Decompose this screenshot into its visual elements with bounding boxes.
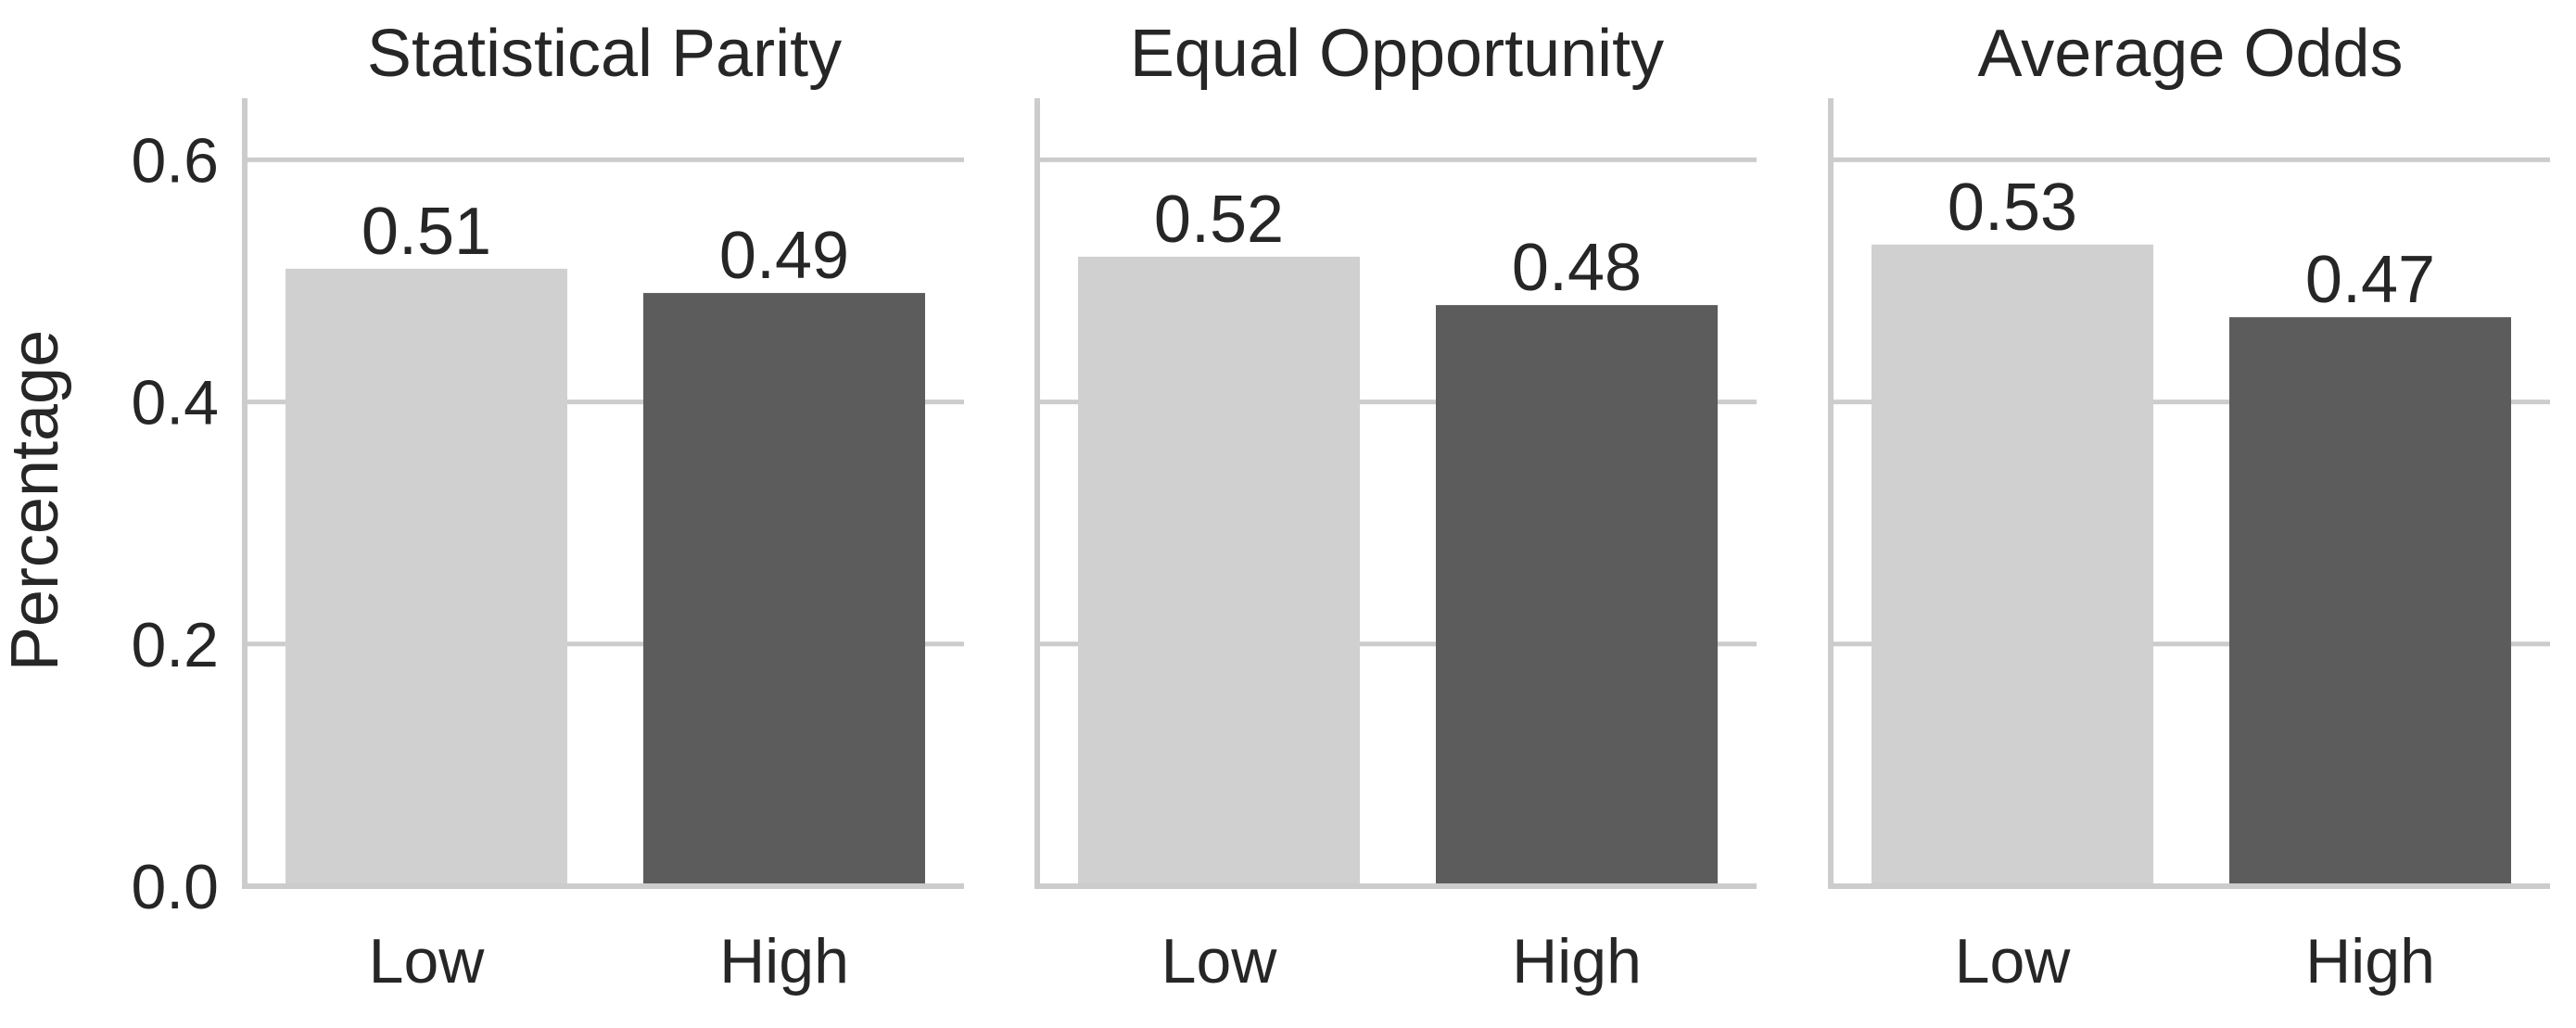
bar-high [1436,305,1718,886]
y-tick-label: 0.4 [131,368,219,438]
bar-low [286,268,567,886]
bar-high [2229,317,2511,886]
y-tick-label: 0.6 [131,125,219,196]
panel-title: Statistical Parity [367,17,842,91]
bar-low [1078,256,1360,886]
panel-title: Equal Opportunity [1130,17,1664,91]
bar-value-label: 0.49 [719,219,849,293]
x-tick-label: High [1512,926,1642,996]
bar-value-label: 0.48 [1512,231,1642,305]
bar-value-label: 0.51 [362,195,491,269]
bar-value-label: 0.47 [2305,243,2435,317]
y-tick-label: 0.2 [131,610,219,680]
y-tick-label: 0.0 [131,852,219,922]
bar-value-label: 0.52 [1154,183,1284,257]
x-tick-label: Low [369,926,486,996]
panel-title: Average Odds [1978,17,2404,91]
bar-value-label: 0.53 [1948,171,2077,245]
x-tick-label: Low [1955,926,2072,996]
x-tick-label: Low [1161,926,1278,996]
bar-high [643,293,925,886]
bar-low [1872,244,2153,886]
y-axis-title: Percentage [0,330,72,671]
x-tick-label: High [719,926,849,996]
x-tick-label: High [2305,926,2435,996]
